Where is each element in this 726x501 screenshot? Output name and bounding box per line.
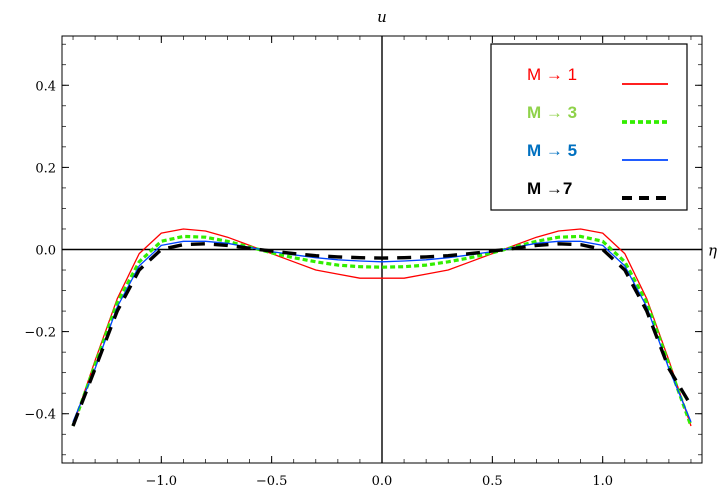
series-layer <box>71 228 693 427</box>
x-tick-label: −1.0 <box>146 474 178 489</box>
y-tick-label: 0.0 <box>35 244 56 259</box>
x-tick-label: 0.5 <box>482 474 503 489</box>
series-line-2 <box>71 234 693 427</box>
ticks-layer: −1.0 −0.5 0.0 0.5 1.0 −0.4 −0.2 0.0 0.2 0.4 <box>24 36 702 489</box>
series-line-1 <box>72 228 692 427</box>
x-axis-label: η <box>708 242 717 260</box>
y-axis-label: u <box>377 8 387 26</box>
y-tick-label: 0.2 <box>35 161 56 176</box>
legend-box <box>490 43 688 211</box>
y-tick-label: −0.2 <box>24 326 56 341</box>
y-tick-label: −0.4 <box>24 408 56 423</box>
legend-label-3: M → 5 <box>527 141 577 160</box>
legend-label-1: M → 1 <box>527 65 577 84</box>
series-line-4 <box>71 242 693 427</box>
y-tick-label: 0.4 <box>35 79 56 94</box>
legend: M → 1 M → 3 M → 5 M →7 <box>490 43 688 211</box>
legend-label-4: M →7 <box>527 179 572 198</box>
x-tick-label: 0.0 <box>372 474 393 489</box>
x-tick-label: 1.0 <box>592 474 613 489</box>
x-tick-label: −0.5 <box>256 474 288 489</box>
series-line-3 <box>72 240 692 423</box>
legend-label-2: M → 3 <box>527 103 577 122</box>
